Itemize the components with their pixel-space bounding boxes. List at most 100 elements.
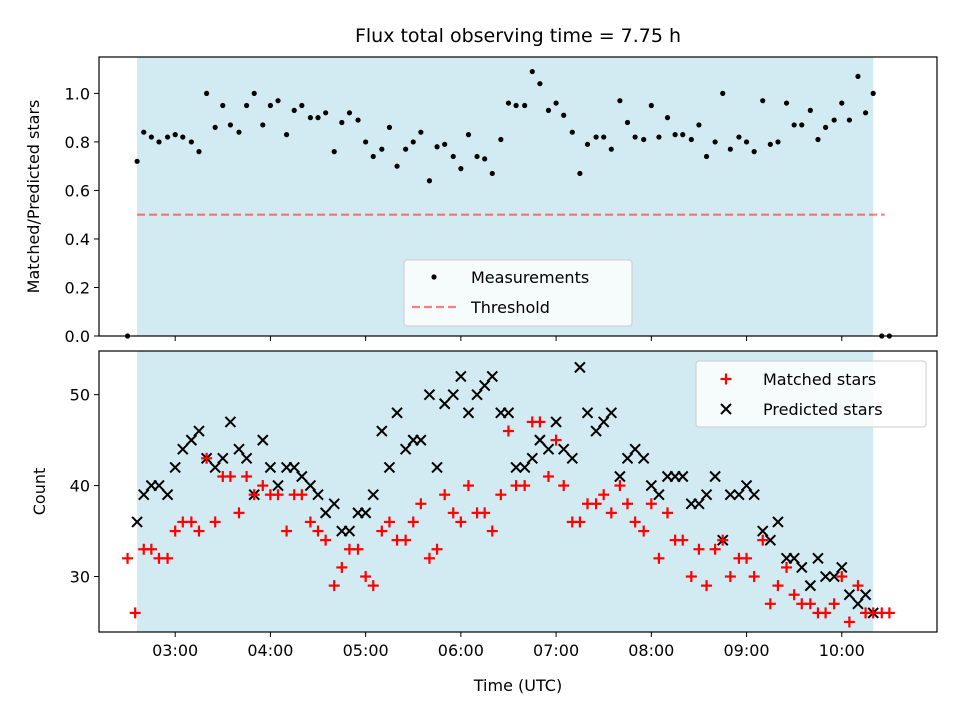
measurement-point [346,110,353,116]
predicted-star-point [431,461,443,474]
measurement-point [315,115,321,121]
matched-star-point [201,452,213,464]
measurement-point [680,132,686,138]
measurement-point [458,166,464,172]
matched-star-point [598,489,610,501]
matched-star-point [804,598,816,610]
measurement-point [561,112,567,118]
predicted-star-point [757,525,769,537]
matched-star-point [145,543,157,555]
predicted-star-point [700,488,713,501]
matched-star-point [574,516,586,528]
matched-star-point [495,489,507,501]
legend-cross [720,403,732,415]
predicted-star-point [343,525,356,537]
predicted-star-point [764,534,777,546]
predicted-star-point [772,516,784,528]
predicted-star-point [804,579,817,592]
y-tick-label: 30 [70,568,90,587]
predicted-star-point [233,443,245,455]
y-tick-label: 0.8 [65,133,90,152]
predicted-star-point [693,498,705,510]
matched-star-point [590,498,602,510]
matched-star-point [550,434,562,446]
measurement-points [124,68,892,339]
measurement-point [688,136,694,143]
measurement-point [545,107,552,113]
matched-star-point [185,516,197,528]
measurement-point [584,141,591,147]
matched-star-point [701,580,713,592]
predicted-star-point [447,388,459,401]
legend-measurements-marker [431,274,437,280]
measurement-point [148,134,154,140]
measurement-point [426,178,433,184]
count-panel: 03:00 04:00 05:00 06:00 07:00 08:00 09:00 10:00… [30,350,938,695]
ratio-panel-frame [98,56,938,337]
count-panel-legend: Matched stars Predicted stars [695,360,927,428]
matched-star-point [455,516,467,528]
matched-star-point [662,507,674,519]
measurement-point [632,134,638,140]
measurement-point [577,170,583,177]
matched-star-point [400,534,412,546]
measurement-point [593,134,599,140]
measurement-point [244,102,250,109]
matched-star-point [820,607,832,619]
measurement-point [450,153,456,160]
x-tick-label: 08:00 [628,641,674,660]
matched-star-point [383,516,395,528]
predicted-star-point [812,552,824,565]
matched-star-point [328,580,340,592]
predicted-star-point [415,434,427,446]
predicted-star-point [169,461,181,474]
predicted-star-point [581,407,594,419]
measurement-point [204,90,210,96]
predicted-star-point [550,416,562,428]
measurement-point [141,129,147,135]
matched-star-point [296,489,308,501]
measurement-point [862,110,869,116]
predicted-star-point [558,443,570,455]
ratio-panel-legend: Measurements Threshold [403,259,633,327]
measurement-point [291,107,297,113]
predicted-star-point [438,398,451,410]
predicted-star-point [177,443,189,455]
measurement-point [696,122,702,128]
measurement-point [672,132,678,138]
measurement-point [767,141,773,147]
matched-star-point [431,543,443,555]
measurement-point [855,73,861,80]
measurement-point [355,117,361,123]
matched-star-point [447,507,459,519]
matched-star-point [320,534,332,546]
measurement-point [617,98,623,104]
x-axis-label: Time (UTC) [473,676,562,695]
measurement-point [172,132,178,138]
measurement-point [720,90,726,96]
predicted-star-point [312,488,324,501]
measurement-point [799,122,805,128]
measurement-point [775,139,781,145]
matched-star-point [519,480,531,492]
predicted-star-point [185,434,198,446]
chart-title: Flux total observing time = 7.75 h [355,25,681,47]
legend-measurements-label: Measurements [471,268,589,287]
predicted-star-point [852,598,864,610]
predicted-star-point [462,407,475,419]
measurement-point [386,124,393,130]
matched-star-point [757,534,769,546]
matched-star-point [883,607,895,619]
measurement-point [307,115,314,121]
matched-star-point [169,525,181,537]
measurement-point [791,122,797,128]
legend-threshold-label: Threshold [470,298,550,317]
predicted-star-point [161,488,174,501]
count-panel-frame [98,350,938,633]
predicted-star-point [724,488,737,501]
predicted-star-point [328,498,340,510]
matched-star-point [281,525,293,537]
predicted-star-point [217,452,229,465]
measurement-point [260,122,266,128]
predicted-star-point [471,388,483,401]
